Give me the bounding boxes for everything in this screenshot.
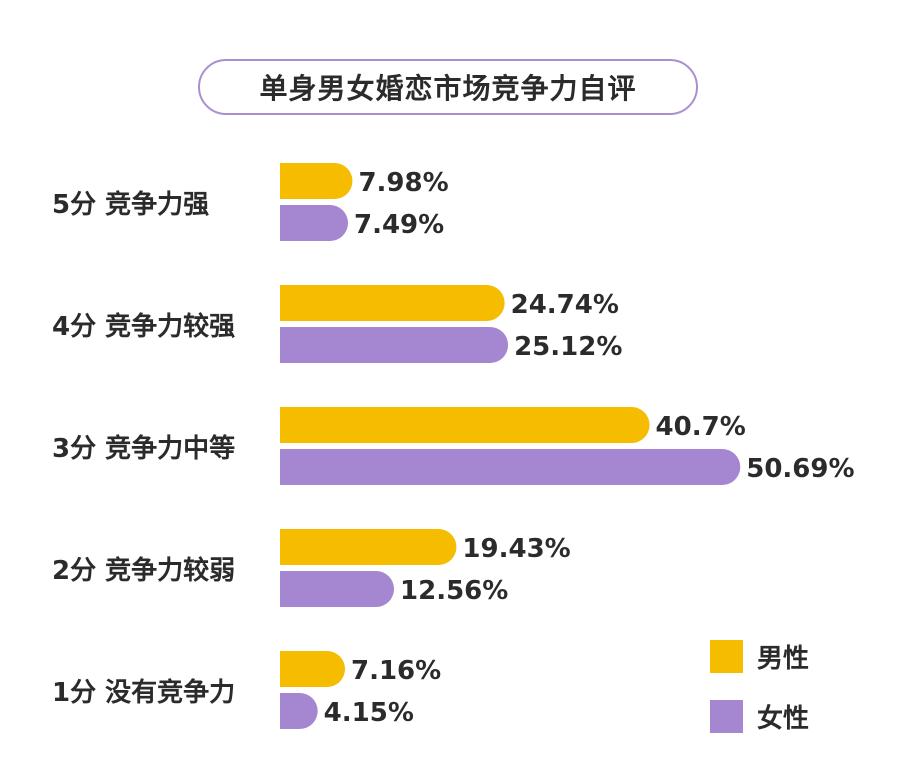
bar-male — [280, 529, 457, 565]
bar-female — [280, 571, 395, 607]
legend-swatch — [710, 640, 743, 673]
data-label: 7.98% — [358, 168, 448, 198]
legend-label: 女性 — [757, 703, 809, 734]
category-label: 4分 竞争力较强 — [52, 311, 235, 342]
bar-female — [280, 327, 509, 363]
bar-female — [280, 693, 318, 729]
data-label: 24.74% — [511, 290, 619, 320]
category-labels: 5分 竞争力强 4分 竞争力较强 3分 竞争力中等 2分 竞争力较弱 1分 没有竞争力 — [52, 189, 235, 708]
legend-swatch — [710, 700, 743, 733]
data-label: 12.56% — [400, 576, 508, 606]
value-labels: 7.98% 7.49% 24.74% 25.12% 40.7%50.69% 19.43% 1… — [324, 168, 855, 728]
bar-male — [280, 407, 650, 443]
bar-male — [280, 651, 346, 687]
data-label: 50.69% — [746, 454, 854, 484]
data-label: 7.49% — [354, 210, 444, 240]
category-label: 3分 竞争力中等 — [52, 433, 235, 464]
bar-male — [280, 285, 505, 321]
bar-female — [280, 205, 349, 241]
data-label: 7.16% — [351, 656, 441, 686]
category-label: 1分 没有竞争力 — [52, 677, 235, 708]
category-label: 2分 竞争力较弱 — [52, 555, 235, 586]
category-label: 5分 竞争力强 — [52, 189, 209, 220]
data-label: 25.12% — [514, 332, 622, 362]
bars — [280, 163, 741, 729]
legend-label: 男性 — [757, 644, 809, 674]
data-label: 4.15% — [324, 698, 414, 728]
data-label: 19.43% — [462, 534, 570, 564]
bar-male — [280, 163, 353, 199]
data-label: 40.7% — [656, 412, 746, 442]
bar-female — [280, 449, 741, 485]
chart-title: 单身男女婚恋市场竞争力自评 — [198, 59, 698, 115]
